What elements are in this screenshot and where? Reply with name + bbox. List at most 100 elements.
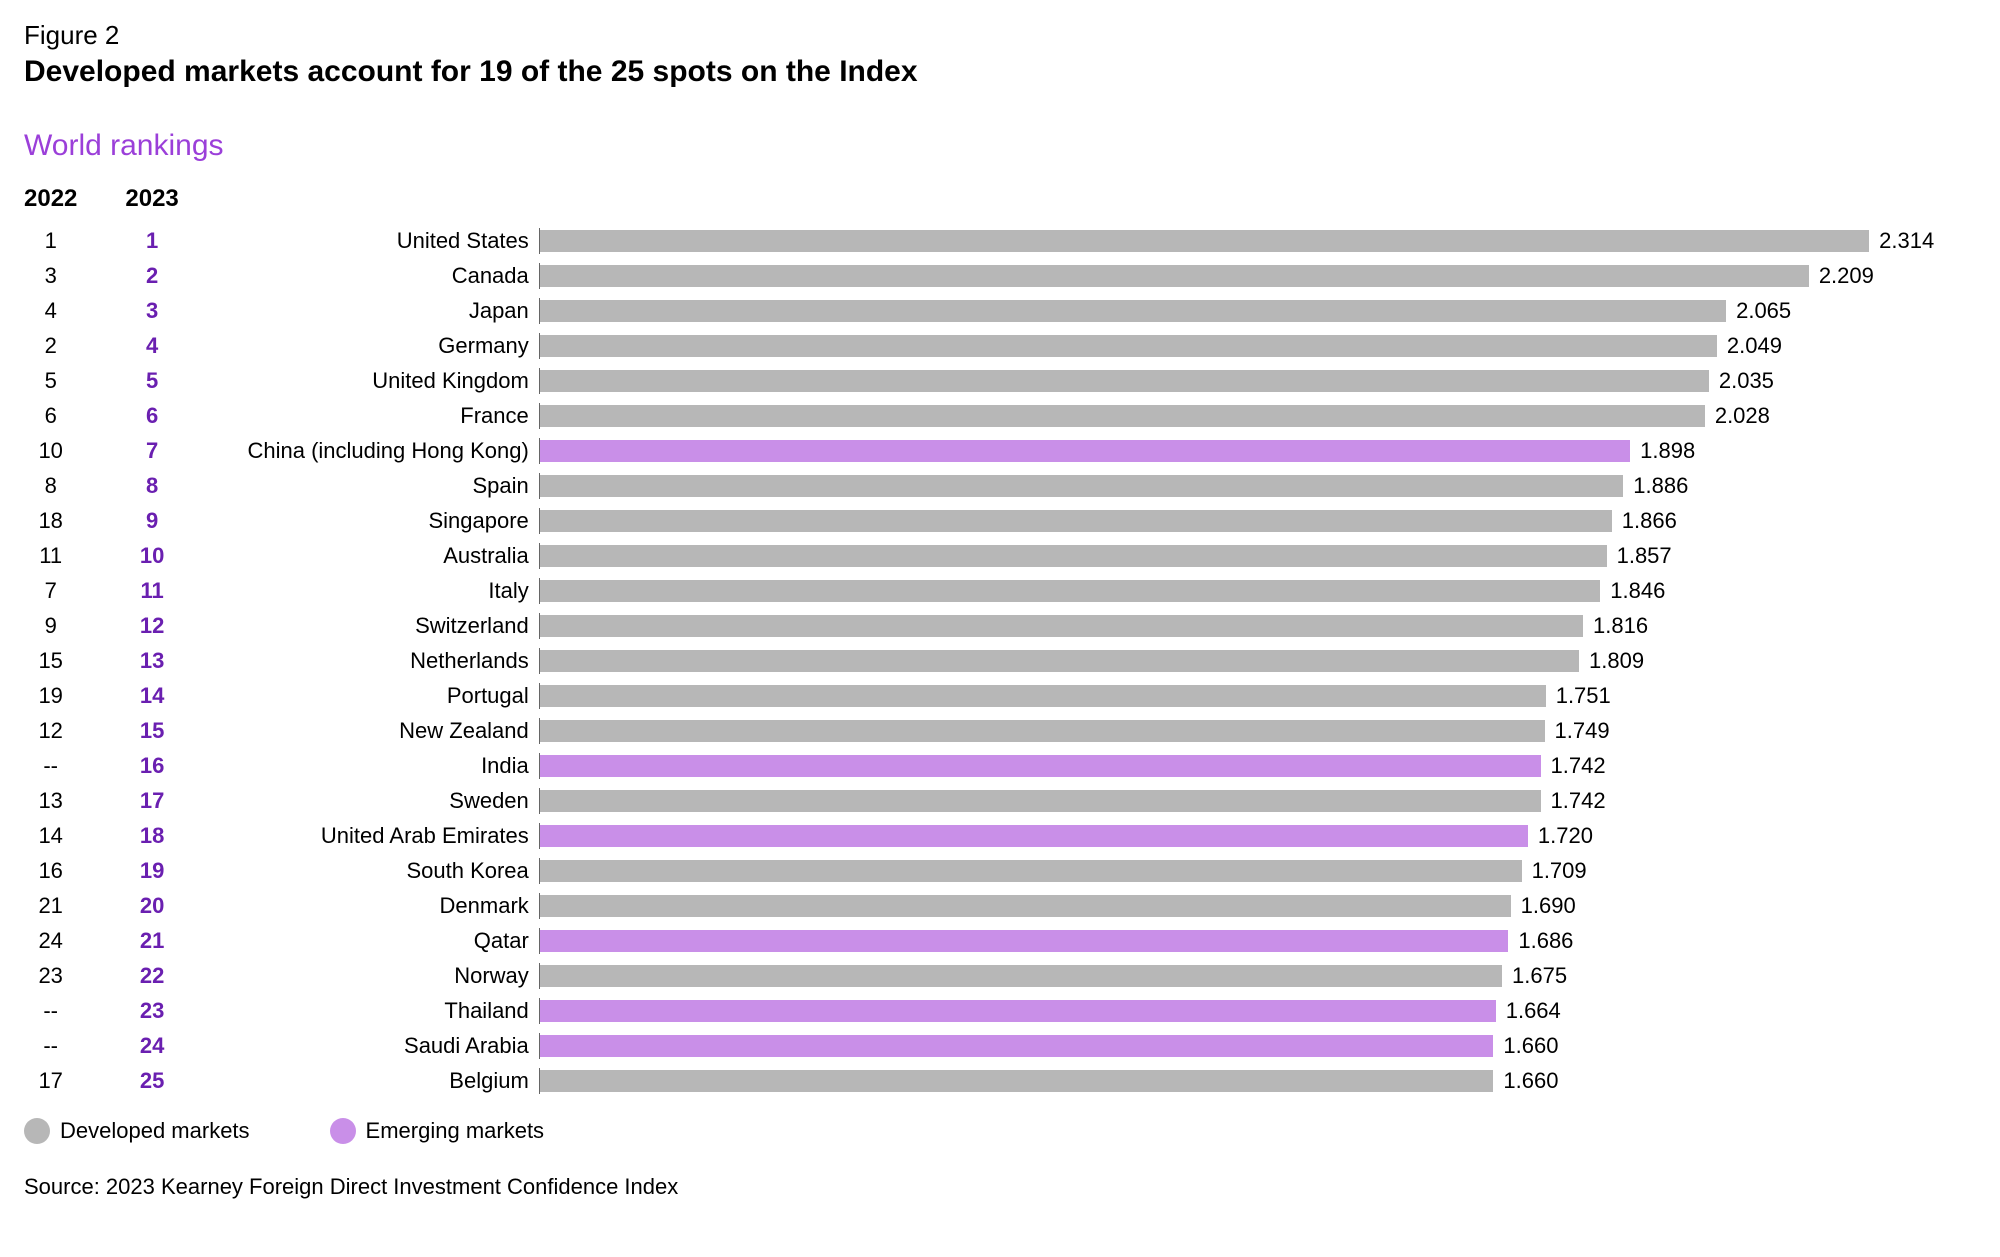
rank-col-2023: 2023 12345678910111213141516171819202122…	[125, 181, 178, 1098]
bar-track: 1.742	[539, 788, 1976, 814]
chart-area: 2022 134256108181179151912--131416212423…	[24, 181, 1976, 1098]
bar-value: 1.720	[1528, 823, 1593, 849]
bar-track: 1.686	[539, 928, 1976, 954]
bar-fill	[540, 1000, 1496, 1022]
rank-2022-cell: 7	[29, 573, 73, 608]
bar-fill	[540, 825, 1528, 847]
bar-value: 1.660	[1493, 1068, 1558, 1094]
bar-value: 1.742	[1541, 788, 1606, 814]
rank-2022-cell: 12	[29, 713, 73, 748]
rank-2022-cell: 17	[29, 1063, 73, 1098]
figure-title: Developed markets account for 19 of the …	[24, 55, 1976, 89]
bar-track: 1.809	[539, 648, 1976, 674]
bar-row: Singapore1.866	[219, 503, 1976, 538]
rank-2023-cell: 22	[130, 958, 174, 993]
bar-value: 1.886	[1623, 473, 1688, 499]
source-text: Source: 2023 Kearney Foreign Direct Inve…	[24, 1174, 1976, 1200]
bar-row: India 1.742	[219, 748, 1976, 783]
rank-2022-cell: 1	[29, 223, 73, 258]
country-label: Japan	[219, 298, 539, 324]
bar-fill	[540, 790, 1541, 812]
legend-item-developed: Developed markets	[24, 1118, 250, 1144]
country-label: India	[219, 753, 539, 779]
rank-2022-cell: 21	[29, 888, 73, 923]
bar-track: 1.660	[539, 1068, 1976, 1094]
rank-2023-cell: 1	[130, 223, 174, 258]
bar-track: 1.886	[539, 473, 1976, 499]
bar-value: 2.035	[1709, 368, 1774, 394]
rank-columns: 2022 134256108181179151912--131416212423…	[24, 181, 179, 1098]
rank-2023-cell: 19	[130, 853, 174, 888]
bar-track: 1.846	[539, 578, 1976, 604]
bar-fill	[540, 650, 1579, 672]
bar-value: 1.664	[1496, 998, 1561, 1024]
country-label: Germany	[219, 333, 539, 359]
bar-row: Italy1.846	[219, 573, 1976, 608]
bar-track: 1.675	[539, 963, 1976, 989]
bar-value: 1.742	[1541, 753, 1606, 779]
bar-value: 1.749	[1545, 718, 1610, 744]
bar-track: 2.035	[539, 368, 1976, 394]
bar-track: 2.049	[539, 333, 1976, 359]
rank-2022-cell: 15	[29, 643, 73, 678]
bar-row: Norway1.675	[219, 958, 1976, 993]
rank-2023-cell: 8	[130, 468, 174, 503]
rank-2022-cell: 23	[29, 958, 73, 993]
country-label: Singapore	[219, 508, 539, 534]
rank-2023-cell: 9	[130, 503, 174, 538]
country-label: United States	[219, 228, 539, 254]
rank-2022-cell: 18	[29, 503, 73, 538]
bar-fill	[540, 370, 1709, 392]
bar-fill	[540, 335, 1717, 357]
bar-track: 1.690	[539, 893, 1976, 919]
rank-2023-cell: 11	[130, 573, 174, 608]
figure-label: Figure 2	[24, 20, 1976, 51]
rank-2023-cell: 16	[130, 748, 174, 783]
bar-track: 2.065	[539, 298, 1976, 324]
bar-row: France2.028	[219, 398, 1976, 433]
rank-header-2023: 2023	[125, 181, 178, 217]
bar-value: 2.028	[1705, 403, 1770, 429]
rank-2023-cell: 4	[130, 328, 174, 363]
rank-2023-cell: 7	[130, 433, 174, 468]
bar-fill	[540, 475, 1623, 497]
bar-fill	[540, 545, 1607, 567]
rank-2023-cell: 3	[130, 293, 174, 328]
bar-track: 1.720	[539, 823, 1976, 849]
bar-row: Australia1.857	[219, 538, 1976, 573]
bar-row: United Arab Emirates1.720	[219, 818, 1976, 853]
rank-2023-cell: 18	[130, 818, 174, 853]
bar-row: United Kingdom2.035	[219, 363, 1976, 398]
bar-track: 1.857	[539, 543, 1976, 569]
bar-value: 1.686	[1508, 928, 1573, 954]
bar-value: 1.709	[1522, 858, 1587, 884]
bar-row: Canada2.209	[219, 258, 1976, 293]
country-label: Thailand	[219, 998, 539, 1024]
bar-track: 1.866	[539, 508, 1976, 534]
bar-track: 1.751	[539, 683, 1976, 709]
rank-2023-cell: 15	[130, 713, 174, 748]
bar-value: 1.690	[1511, 893, 1576, 919]
bar-fill	[540, 720, 1545, 742]
bar-fill	[540, 405, 1705, 427]
rank-2022-cell: 8	[29, 468, 73, 503]
bar-value: 1.660	[1493, 1033, 1558, 1059]
rank-2023-cell: 24	[130, 1028, 174, 1063]
bar-track: 1.660	[539, 1033, 1976, 1059]
rank-2022-cell: 6	[29, 398, 73, 433]
legend-label-developed: Developed markets	[60, 1118, 250, 1144]
bar-track: 1.664	[539, 998, 1976, 1024]
bar-row: Germany2.049	[219, 328, 1976, 363]
bar-row: Belgium1.660	[219, 1063, 1976, 1098]
legend-swatch-emerging	[330, 1118, 356, 1144]
bar-value: 1.846	[1600, 578, 1665, 604]
rank-2022-cell: 2	[29, 328, 73, 363]
bar-fill	[540, 1070, 1494, 1092]
bar-row: Qatar1.686	[219, 923, 1976, 958]
bar-fill	[540, 440, 1630, 462]
bar-track: 1.742	[539, 753, 1976, 779]
country-label: Australia	[219, 543, 539, 569]
bar-value: 2.314	[1869, 228, 1934, 254]
bar-row: Switzerland1.816	[219, 608, 1976, 643]
rank-2023-cell: 25	[130, 1063, 174, 1098]
